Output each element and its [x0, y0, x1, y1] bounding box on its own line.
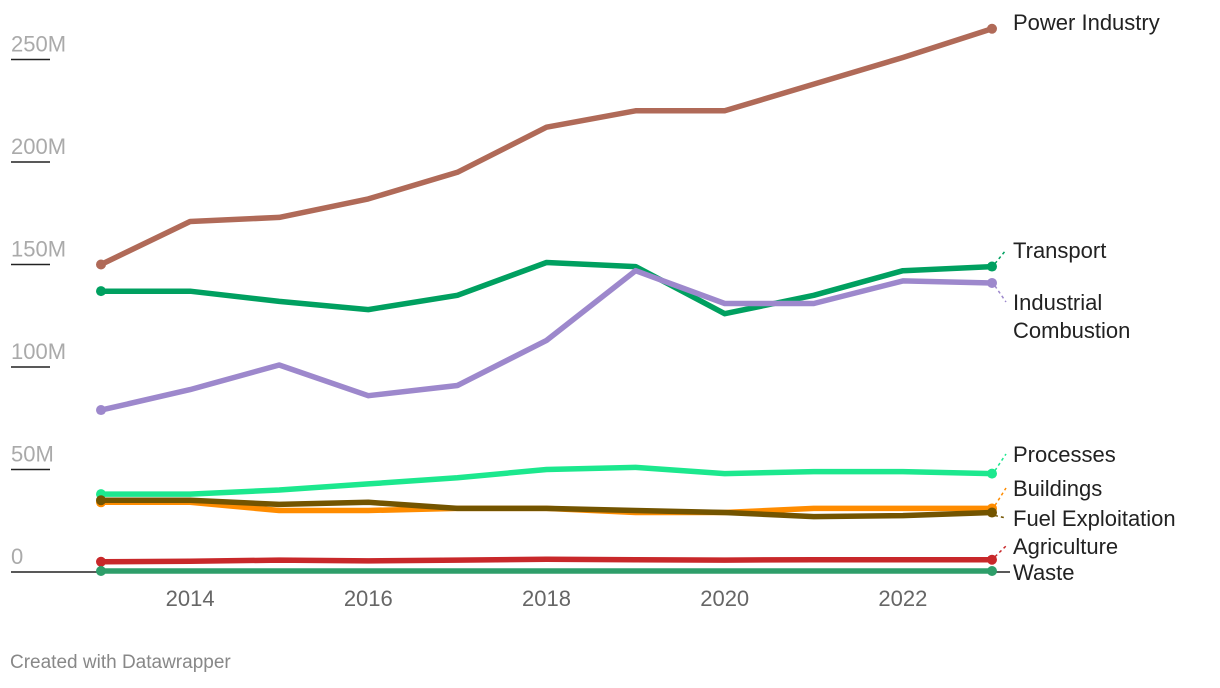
label-leader-fuel-exploitation — [994, 514, 1007, 519]
label-leader-buildings — [994, 487, 1007, 506]
series-label-industrial-combustion: Industrial — [1013, 290, 1102, 315]
y-tick-label: 100M — [11, 339, 66, 364]
series-agriculture — [96, 554, 997, 567]
end-point-agriculture — [987, 554, 997, 565]
start-point-fuel-exploitation — [96, 495, 106, 506]
label-leader-industrial-combustion — [994, 285, 1007, 303]
start-point-waste — [96, 565, 106, 576]
series-label-waste: Waste — [1013, 560, 1075, 585]
series-line-fuel-exploitation — [98, 497, 995, 520]
footer-credit: Created with Datawrapper — [10, 652, 231, 673]
x-tick-label: 2018 — [522, 586, 571, 611]
end-point-processes — [987, 468, 997, 479]
series-processes — [96, 464, 997, 500]
series-label-transport: Transport — [1013, 238, 1106, 263]
series-line-agriculture — [98, 556, 995, 565]
y-tick-label: 150M — [11, 237, 66, 262]
label-leader-processes — [994, 453, 1007, 472]
series-transport — [96, 259, 997, 317]
label-leader-agriculture — [994, 545, 1007, 558]
series-line-industrial-combustion — [98, 267, 995, 413]
x-tick-label: 2020 — [700, 586, 749, 611]
series-waste — [96, 565, 997, 576]
series-layer — [96, 23, 997, 576]
x-tick-label: 2014 — [166, 586, 215, 611]
y-tick-label: 200M — [11, 134, 66, 159]
series-label-agriculture: Agriculture — [1013, 534, 1118, 559]
series-line-power-industry — [98, 26, 995, 268]
series-label-industrial-combustion: Combustion — [1013, 318, 1130, 343]
y-tick-label: 0 — [11, 544, 23, 569]
start-point-transport — [96, 286, 106, 297]
end-point-waste — [987, 565, 997, 576]
y-tick-label: 250M — [11, 32, 66, 57]
x-tick-label: 2016 — [344, 586, 393, 611]
start-point-agriculture — [96, 556, 106, 567]
series-power-industry — [96, 23, 997, 270]
label-leader-transport — [994, 249, 1007, 265]
series-labels: Power Industry Transport Industrial Combust… — [994, 10, 1176, 585]
x-axis: 2014 2016 2018 2020 2022 — [166, 586, 928, 611]
series-fuel-exploitation — [96, 495, 997, 520]
series-label-processes: Processes — [1013, 442, 1116, 467]
start-point-industrial-combustion — [96, 405, 106, 416]
y-axis: 0 50M 100M 150M 200M 250M — [11, 32, 1010, 573]
end-point-power-industry — [987, 23, 997, 34]
end-point-industrial-combustion — [987, 277, 997, 288]
x-tick-label: 2022 — [878, 586, 927, 611]
series-line-processes — [98, 464, 995, 497]
series-industrial-combustion — [96, 267, 997, 416]
end-point-transport — [987, 261, 997, 272]
y-tick-label: 50M — [11, 442, 54, 467]
series-label-fuel-exploitation: Fuel Exploitation — [1013, 506, 1176, 531]
series-line-transport — [98, 259, 995, 317]
start-point-power-industry — [96, 259, 106, 270]
end-point-fuel-exploitation — [987, 507, 997, 518]
series-label-power-industry: Power Industry — [1013, 10, 1160, 35]
series-label-buildings: Buildings — [1013, 476, 1102, 501]
